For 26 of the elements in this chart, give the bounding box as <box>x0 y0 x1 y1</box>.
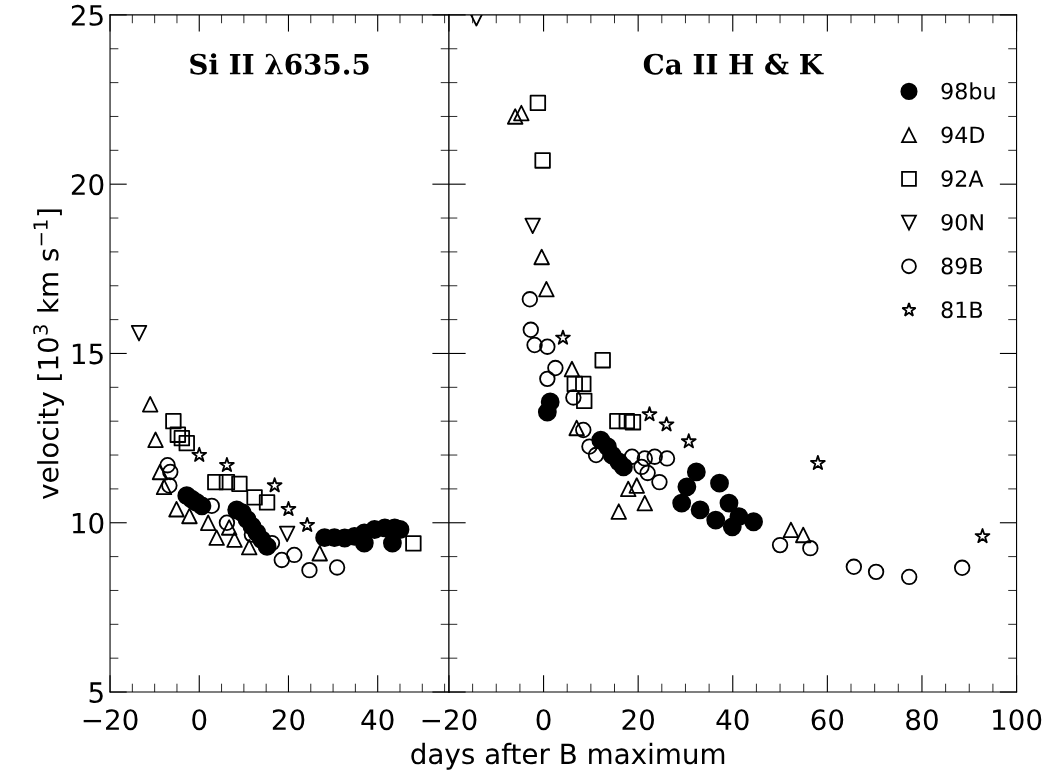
legend-label: 98bu <box>941 82 995 100</box>
text: Si II λ635.5 <box>190 53 369 75</box>
x-tick-label: 60 <box>811 709 844 731</box>
legend-label: 89B <box>941 257 983 275</box>
x-tick-label: 100 <box>993 709 1042 731</box>
y-tick-label: 15 <box>72 343 103 365</box>
y-tick-label: 10 <box>72 512 104 534</box>
legend-label: 92A <box>941 170 984 187</box>
y-tick-label: 5 <box>89 682 103 703</box>
x-tick-label: 0 <box>192 709 207 731</box>
legend-label: 94D <box>941 126 985 144</box>
x-tick-label: 40 <box>716 709 749 731</box>
x-tick-label: −20 <box>422 709 477 731</box>
x-axis-title: days after B maximum <box>411 742 725 770</box>
x-tick-label: 0 <box>536 709 551 731</box>
x-tick-label: −20 <box>83 709 138 731</box>
x-tick-label: 20 <box>272 709 305 731</box>
y-tick-label: 20 <box>71 174 104 196</box>
x-tick-label: 40 <box>361 709 394 731</box>
y-tick-label: 25 <box>71 4 103 26</box>
legend-label: 90N <box>941 213 983 231</box>
y-axis-title: velocity [10$^{3}$ km s$^{−1}$] <box>33 209 65 500</box>
x-tick-label: 20 <box>622 709 654 731</box>
text: Ca II H & K <box>643 53 824 75</box>
x-tick-label: 80 <box>906 709 938 731</box>
legend-label: 81B <box>941 301 983 319</box>
